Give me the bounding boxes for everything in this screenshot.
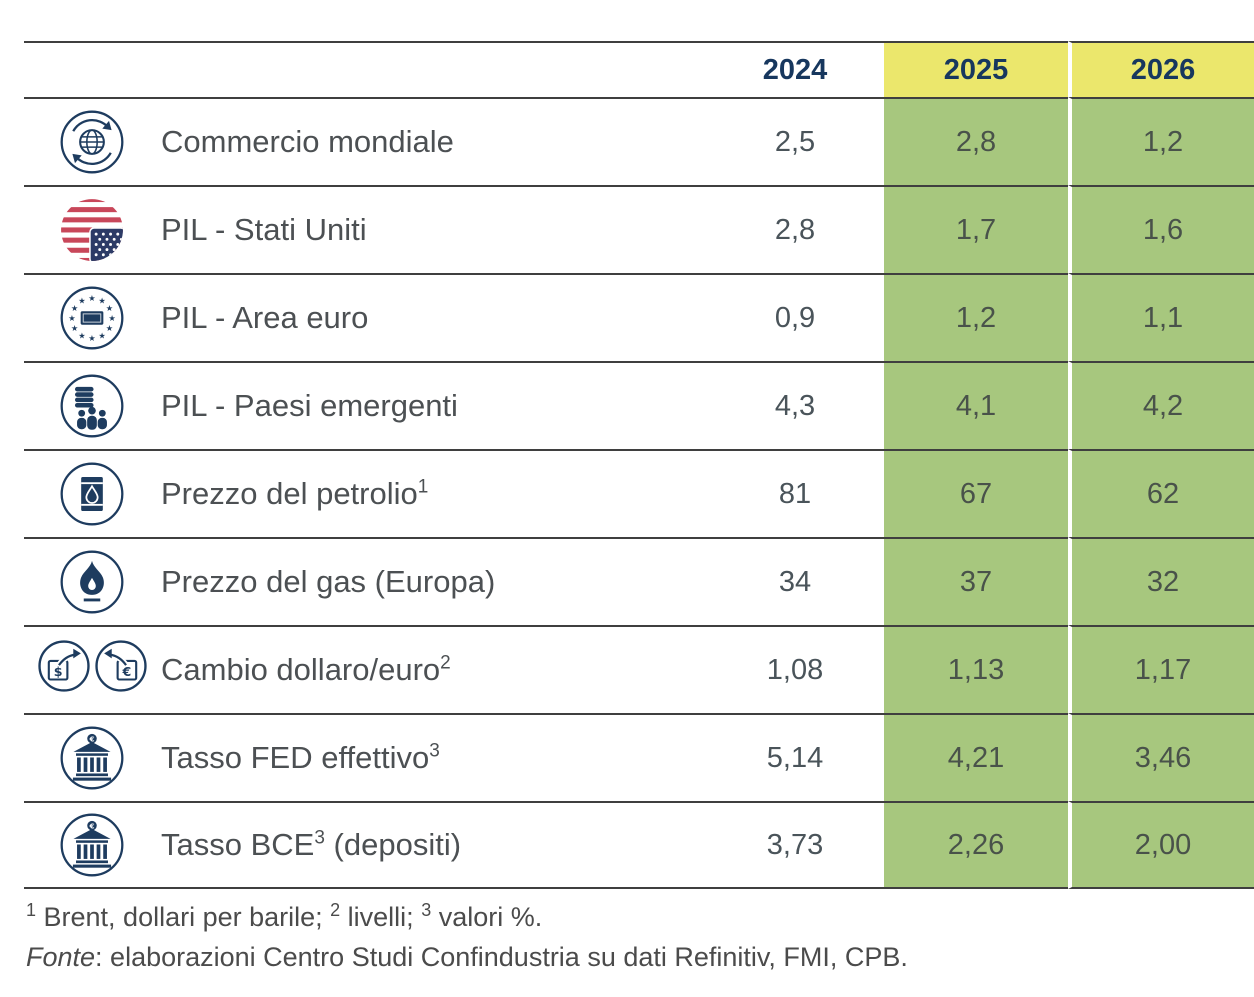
value-2026: 62 [1068,449,1254,537]
table-row-us-gdp: PIL - Stati Uniti 2,8 1,7 1,6 [24,185,1254,273]
year-2024-header: 2024 [706,41,884,97]
forecast-table: 2024 2025 2026 Commercio mondiale 2,5 2,… [24,41,1254,889]
year-2026-header: 2026 [1068,41,1254,97]
value-2025: 1,13 [884,625,1068,713]
value-2024: 81 [706,449,884,537]
value-2025: 4,1 [884,361,1068,449]
table-row-euro-area-gdp: PIL - Area euro 0,9 1,2 1,1 [24,273,1254,361]
value-2026: 1,2 [1068,97,1254,185]
value-2025: 2,8 [884,97,1068,185]
row-label: Tasso BCE3 (depositi) [160,801,706,889]
table-row-exchange-rate: Cambio dollaro/euro2 1,08 1,13 1,17 [24,625,1254,713]
value-2026: 4,2 [1068,361,1254,449]
value-2026: 1,17 [1068,625,1254,713]
oil-barrel-icon [59,461,125,527]
gas-flame-icon [59,549,125,615]
value-2025: 67 [884,449,1068,537]
forecast-table-page: 2024 2025 2026 Commercio mondiale 2,5 2,… [24,41,1254,973]
us-flag-icon [59,197,125,263]
value-2024: 4,3 [706,361,884,449]
footnote-sup-1: 1 [26,900,37,920]
value-2026: 3,46 [1068,713,1254,801]
value-2024: 2,5 [706,97,884,185]
row-label: PIL - Paesi emergenti [160,361,706,449]
value-2025: 4,21 [884,713,1068,801]
table-row-fed-rate: Tasso FED effettivo3 5,14 4,21 3,46 [24,713,1254,801]
footnote-text-2: livelli; [340,902,422,932]
row-label: PIL - Stati Uniti [160,185,706,273]
header-icon-spacer [24,41,160,97]
row-label: Prezzo del gas (Europa) [160,537,706,625]
year-2025-header: 2025 [884,41,1068,97]
value-2024: 2,8 [706,185,884,273]
value-2026: 2,00 [1068,801,1254,889]
header-row: 2024 2025 2026 [24,41,1254,97]
central-bank-icon [59,725,125,791]
source-label: Fonte [26,942,96,972]
value-2025: 1,2 [884,273,1068,361]
table-row-world-trade: Commercio mondiale 2,5 2,8 1,2 [24,97,1254,185]
value-2025: 2,26 [884,801,1068,889]
value-2026: 32 [1068,537,1254,625]
footnote-sup-3: 3 [421,900,432,920]
emerging-countries-icon [59,373,125,439]
value-2025: 1,7 [884,185,1068,273]
footnotes-line: 1 Brent, dollari per barile; 2 livelli; … [26,900,1254,933]
value-2026: 1,1 [1068,273,1254,361]
value-2026: 1,6 [1068,185,1254,273]
row-label: PIL - Area euro [160,273,706,361]
euro-area-icon [59,285,125,351]
footnote-sup-2: 2 [330,900,341,920]
table-row-ecb-rate: Tasso BCE3 (depositi) 3,73 2,26 2,00 [24,801,1254,889]
footnote-text-3: valori %. [431,902,543,932]
central-bank-icon [59,812,125,878]
world-trade-icon [59,109,125,175]
row-label: Commercio mondiale [160,97,706,185]
row-label: Tasso FED effettivo3 [160,713,706,801]
value-2024: 5,14 [706,713,884,801]
footnote-text-1: Brent, dollari per barile; [36,902,331,932]
source-text: : elaborazioni Centro Studi Confindustri… [95,942,908,972]
table-row-gas-price: Prezzo del gas (Europa) 34 37 32 [24,537,1254,625]
row-label: Cambio dollaro/euro2 [160,625,706,713]
table-row-emerging-gdp: PIL - Paesi emergenti 4,3 4,1 4,2 [24,361,1254,449]
dollar-euro-exchange-icon [37,639,148,693]
value-2024: 0,9 [706,273,884,361]
dollar-exchange-icon [37,639,91,693]
value-2024: 34 [706,537,884,625]
value-2025: 37 [884,537,1068,625]
euro-exchange-icon [94,639,148,693]
row-label: Prezzo del petrolio1 [160,449,706,537]
value-2024: 3,73 [706,801,884,889]
value-2024: 1,08 [706,625,884,713]
header-label-spacer [160,41,706,97]
source-line: Fonte: elaborazioni Centro Studi Confind… [26,942,1254,973]
table-row-oil-price: Prezzo del petrolio1 81 67 62 [24,449,1254,537]
